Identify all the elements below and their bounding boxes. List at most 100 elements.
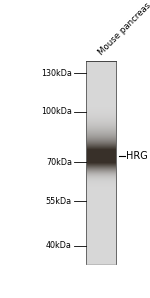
Bar (86, 176, 116, 177)
Bar (86, 149, 116, 150)
Bar (86, 141, 116, 142)
Bar (86, 111, 116, 112)
Bar (86, 119, 116, 120)
Bar (86, 185, 116, 186)
Bar (86, 171, 116, 172)
Bar (86, 178, 116, 179)
Bar (86, 110, 116, 111)
Bar (86, 173, 116, 174)
Bar (86, 183, 116, 184)
Bar (86, 152, 116, 153)
Bar (86, 160, 116, 161)
Bar (86, 161, 116, 162)
Bar (86, 122, 116, 123)
Bar (86, 138, 116, 139)
Bar (86, 128, 116, 129)
Bar (86, 158, 116, 159)
Bar (86, 156, 116, 157)
Bar (86, 178, 116, 179)
Bar (86, 185, 116, 186)
Bar (86, 155, 116, 156)
Bar (86, 111, 116, 112)
Text: HRG: HRG (126, 151, 148, 162)
Bar (86, 180, 116, 181)
Bar (86, 121, 116, 122)
Bar (86, 130, 116, 131)
Bar (86, 143, 116, 144)
Bar (86, 129, 116, 130)
Bar (86, 135, 116, 136)
Bar (86, 116, 116, 117)
Bar (86, 140, 116, 141)
Bar (86, 132, 116, 133)
Bar (86, 182, 116, 183)
Bar (86, 133, 116, 134)
Bar (86, 115, 116, 116)
Bar (86, 150, 116, 151)
Bar (86, 173, 116, 174)
Bar (86, 168, 116, 169)
Bar (86, 123, 116, 124)
Bar (86, 137, 116, 138)
Bar (86, 183, 116, 184)
Text: Mouse pancreas: Mouse pancreas (96, 1, 150, 57)
Bar (86, 131, 116, 132)
Bar (86, 157, 116, 158)
Bar (86, 127, 116, 128)
Bar (86, 61, 116, 264)
Bar (86, 159, 116, 160)
Bar (86, 154, 116, 155)
Bar (86, 167, 116, 168)
Bar (86, 137, 116, 138)
Bar (86, 131, 116, 132)
Bar (86, 108, 116, 109)
Bar (86, 180, 116, 181)
Bar (86, 132, 116, 133)
Bar (86, 179, 116, 180)
Bar (86, 129, 116, 130)
Bar (86, 160, 116, 161)
Text: 100kDa: 100kDa (41, 107, 72, 116)
Bar (86, 139, 116, 140)
Text: 55kDa: 55kDa (46, 197, 72, 206)
Bar (86, 162, 116, 163)
Bar (86, 124, 116, 125)
Bar (86, 161, 116, 162)
Text: 130kDa: 130kDa (41, 69, 72, 77)
Bar (86, 151, 116, 152)
Bar (86, 170, 116, 171)
Bar (86, 127, 116, 128)
Bar (86, 172, 116, 173)
Bar (86, 154, 116, 155)
Bar (86, 181, 116, 182)
Bar (86, 124, 116, 125)
Bar (86, 109, 116, 110)
Bar (86, 142, 116, 143)
Bar (86, 149, 116, 150)
Bar (86, 126, 116, 127)
Bar (86, 167, 116, 168)
Bar (86, 145, 116, 146)
Bar (86, 184, 116, 185)
Bar (86, 166, 116, 167)
Bar (86, 142, 116, 143)
Bar (86, 136, 116, 137)
Bar (86, 134, 116, 135)
Bar (86, 130, 116, 131)
Bar (86, 177, 116, 178)
Bar (86, 157, 116, 158)
Bar (86, 148, 116, 149)
Bar (86, 147, 116, 148)
Bar (86, 113, 116, 114)
Bar (86, 134, 116, 135)
Text: 40kDa: 40kDa (46, 241, 72, 250)
Bar (86, 174, 116, 175)
Bar (86, 158, 116, 159)
Bar (86, 163, 116, 164)
Bar (86, 108, 116, 109)
Bar (86, 125, 116, 126)
Bar (86, 121, 116, 122)
Bar (86, 107, 116, 108)
Bar (86, 112, 116, 113)
Bar (86, 117, 116, 118)
